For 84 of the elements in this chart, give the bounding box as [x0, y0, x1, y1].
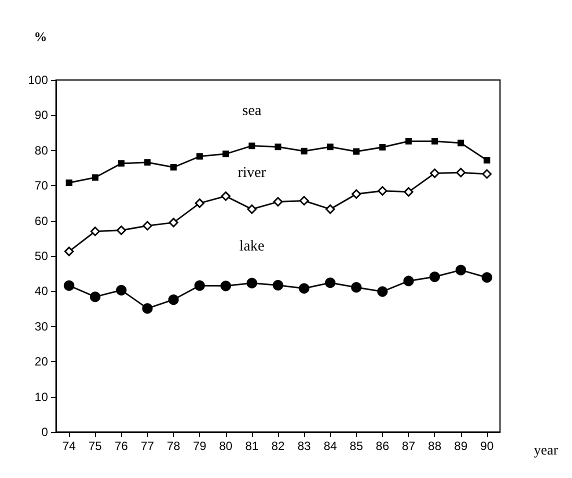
point — [144, 159, 151, 166]
x-tick-label: 74 — [62, 439, 76, 453]
x-tick-label: 83 — [297, 439, 312, 453]
x-tick-label: 88 — [428, 439, 442, 453]
point — [379, 144, 386, 150]
point — [482, 272, 492, 283]
point — [300, 148, 308, 154]
y-tick-label: 10 — [34, 390, 48, 404]
point — [168, 294, 179, 305]
point — [458, 140, 464, 146]
point — [405, 138, 412, 144]
point — [273, 197, 283, 207]
point — [299, 196, 309, 206]
x-tick-label: 81 — [245, 439, 259, 453]
point — [194, 198, 204, 208]
point — [482, 169, 492, 179]
point — [378, 186, 388, 196]
series-label: sea — [242, 103, 262, 120]
y-tick-label: 80 — [34, 143, 48, 158]
y-tick-label: 0 — [41, 425, 48, 439]
point — [142, 220, 152, 230]
point — [404, 187, 414, 197]
point — [324, 278, 336, 288]
point — [194, 280, 205, 291]
point — [484, 157, 490, 164]
x-tick-label: 75 — [88, 439, 102, 453]
point — [456, 168, 466, 178]
x-tick-label: 80 — [219, 439, 233, 453]
y-tick-label: 50 — [34, 249, 48, 263]
point — [325, 204, 335, 214]
y-tick-label: 20 — [34, 354, 48, 369]
x-tick-label: 89 — [454, 439, 468, 453]
point — [116, 284, 127, 296]
y-tick-label: 60 — [34, 214, 48, 228]
x-tick-label: 84 — [324, 439, 338, 453]
point — [90, 226, 100, 236]
point — [118, 160, 125, 167]
point — [431, 138, 438, 144]
x-tick-label: 85 — [350, 439, 364, 453]
point — [247, 204, 257, 214]
y-tick-label: 40 — [34, 284, 48, 298]
x-tick-label: 77 — [140, 439, 154, 453]
x-tick-label: 90 — [480, 439, 494, 453]
point — [116, 226, 126, 236]
point — [196, 153, 203, 160]
y-tick-label: 90 — [34, 108, 48, 122]
point — [352, 189, 362, 199]
point — [274, 144, 282, 150]
point — [66, 180, 72, 186]
point — [221, 191, 231, 201]
x-tick-label: 86 — [376, 439, 390, 453]
point — [248, 142, 256, 150]
point — [92, 174, 98, 181]
point — [90, 292, 100, 302]
point — [353, 148, 360, 155]
point — [377, 286, 388, 297]
point — [298, 283, 310, 294]
point — [272, 280, 284, 290]
series-label: lake — [239, 238, 265, 254]
point — [326, 144, 334, 150]
y-tick-label: 100 — [28, 73, 48, 87]
x-tick-label: 76 — [114, 439, 128, 453]
x-tick-label: 87 — [402, 439, 416, 453]
point — [246, 278, 258, 288]
point — [403, 276, 414, 286]
point — [168, 218, 178, 228]
point — [351, 282, 362, 293]
y-axis-title: % — [34, 29, 47, 44]
x-axis-title: year — [534, 444, 558, 458]
series-label: river — [238, 164, 266, 181]
x-tick-label: 79 — [192, 439, 207, 453]
x-tick-label: 78 — [166, 439, 181, 453]
point — [429, 272, 440, 282]
x-tick-label: 82 — [271, 439, 285, 453]
point — [430, 168, 440, 178]
point — [142, 303, 153, 314]
y-tick-label: 70 — [34, 178, 48, 193]
point — [64, 280, 74, 291]
point — [456, 264, 466, 276]
point — [64, 246, 74, 256]
point — [220, 280, 232, 292]
y-tick-label: 30 — [34, 319, 48, 334]
point — [170, 164, 177, 171]
point — [222, 150, 230, 158]
